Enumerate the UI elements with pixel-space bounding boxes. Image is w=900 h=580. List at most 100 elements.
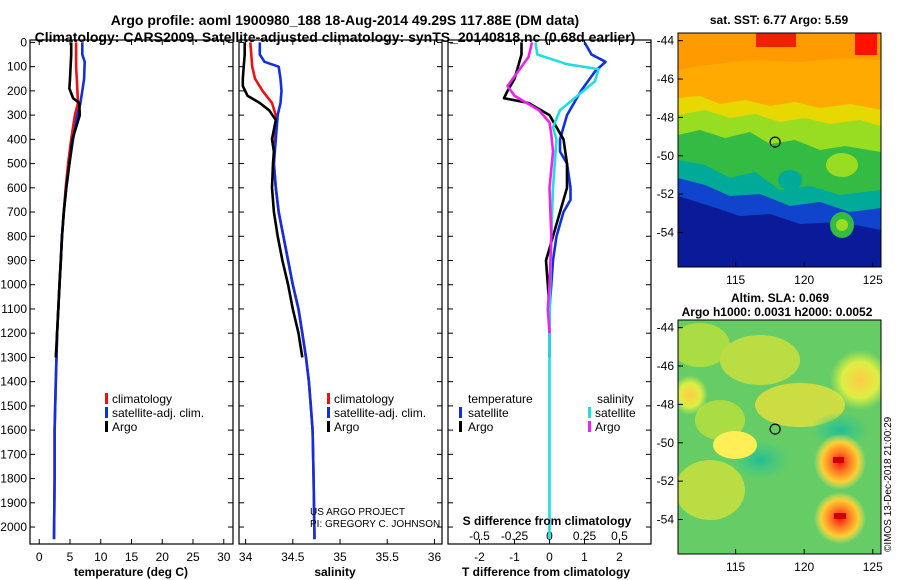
series-line-satellite-adj-clim- [258,42,316,540]
sla-peak [834,513,846,519]
sst-eddy-core [836,219,848,231]
depth-tick-label: 1100 [1,302,27,316]
depth-tick-label: 300 [7,108,27,122]
sst-warm-band [678,33,881,70]
depth-tick-label: 1700 [0,447,27,461]
legend-swatch-s-argo [588,421,591,432]
legend-label-s-argo: Argo [595,420,621,434]
map-y-tick-label: -54 [657,225,675,239]
salinity-series [241,42,316,540]
map-x-tick-label: 120 [794,560,814,574]
sst-field [678,33,881,267]
credit-pi: PI: GREGORY C. JOHNSON [310,519,440,530]
depth-tick-label: 800 [7,229,27,243]
legend-label-satellite: satellite-adj. clim. [112,406,204,420]
sla-blob [720,335,800,385]
map-y-tick-label: -48 [657,397,675,411]
legend-title-temperature: temperature [468,392,533,406]
series-line-t-argo [502,42,569,310]
x-tick-label: 20 [156,550,170,564]
sst-map-frame [677,32,882,268]
x-tick-label: 0 [546,550,553,564]
depth-tick-label: 1800 [0,472,27,486]
credit-project: US ARGO PROJECT [310,507,405,518]
map-y-tick-label: -50 [657,436,675,450]
depth-tick-label: 2000 [0,520,27,534]
map-y-tick-label: -44 [657,34,675,48]
depth-tick-label: 100 [7,60,27,74]
x-tick-label: 35 [333,550,347,564]
sla-blob [830,350,881,410]
x-tick-label: -1 [509,550,520,564]
depth-tick-label: 1900 [0,496,27,510]
map-y-tick-label: -52 [657,187,675,201]
sla-float-position-marker [769,423,781,435]
difference-legend: temperature salinity satellite Argo sate… [459,392,636,434]
x-tick-label: 10 [94,550,108,564]
sst-map: sat. SST: 6.77 Argo: 5.59 115 120 125 -44 -4… [657,13,883,287]
map-y-tick-label: -52 [657,474,675,488]
map-x-tick-label: 125 [863,273,883,287]
legend-label-argo: Argo [334,420,360,434]
series-line-s-argo [506,42,555,334]
legend-swatch-climatology [105,393,108,404]
difference-xlabel: T difference from climatology [462,565,630,579]
sla-blob [695,400,745,440]
depth-tick-label: 500 [7,157,27,171]
legend-label-t-argo: Argo [468,420,494,434]
legend-label-argo: Argo [112,420,138,434]
figure-title-line2: Climatology: CARS2009. Satellite-adjuste… [35,29,636,45]
temperature-panel: 0100200300400500600700800900100011001200… [0,35,234,579]
sla-map-ticks: 115 120 125 -44 -46 -48 -50 -52 -54 [657,321,883,574]
map-y-tick-label: -50 [657,149,675,163]
depth-tick-label: 0 [20,35,27,49]
salinity-axis-ticks: 34 34.5 35 35.5 36 [239,40,442,564]
series-line-t-satellite [548,41,607,358]
map-x-tick-label: 115 [726,560,745,574]
top-tick-label: 0.5 [611,529,628,543]
legend-swatch-t-argo [459,421,462,432]
sst-map-ticks: 115 120 125 -44 -46 -48 -50 -52 -54 [657,34,883,287]
map-y-tick-label: -54 [657,512,675,526]
legend-label-climatology: climatology [112,392,172,406]
x-tick-label: 36 [428,550,442,564]
sst-hot-spot [756,33,796,47]
sla-map-title: Altim. SLA: 0.069 [731,291,829,305]
legend-title-salinity: salinity [597,392,634,406]
x-tick-label: 0 [36,550,43,564]
sla-field [678,320,881,554]
map-x-tick-label: 115 [726,273,745,287]
sla-map: Altim. SLA: 0.069 Argo h1000: 0.0031 h20… [657,291,883,574]
sla-map-subtitle: Argo h1000: 0.0031 h2000: 0.0052 [682,305,873,319]
temperature-series [52,42,86,540]
map-y-tick-label: -48 [657,110,675,124]
top-tick-label: -0.25 [501,529,529,543]
legend-label-t-satellite: satellite [468,406,509,420]
legend-swatch-satellite [327,407,330,418]
depth-tick-label: 900 [7,254,27,268]
sla-blob [678,460,745,520]
legend-label-satellite: satellite-adj. clim. [334,406,426,420]
difference-panel: -2 -1 0 1 2-0.5 -0.25 0 0.25 0.5 T difference fr… [447,39,652,579]
sla-blob [678,323,730,367]
legend-swatch-satellite [105,407,108,418]
depth-tick-label: 1400 [0,375,27,389]
salinity-panel: 34 34.5 35 35.5 36 salinity climatology sate… [238,39,443,579]
figure-title-line1: Argo profile: aoml 1900980_188 18-Aug-20… [111,12,579,28]
depth-tick-label: 600 [7,181,27,195]
salinity-legend: climatology satellite-adj. clim. Argo [327,392,426,434]
sla-blob [678,375,708,415]
x-tick-label: 5 [67,550,74,564]
depth-tick-label: 400 [7,132,27,146]
sst-hot-spot [855,33,877,55]
legend-swatch-s-satellite [588,407,591,418]
sla-peak [833,457,844,463]
difference-series [502,41,607,540]
x-tick-label: 2 [616,550,623,564]
sst-eddy [826,153,858,177]
series-line-argo [54,42,82,358]
x-tick-label: 15 [125,550,139,564]
top-tick-label: 0.25 [573,529,597,543]
temperature-frame [29,39,234,545]
